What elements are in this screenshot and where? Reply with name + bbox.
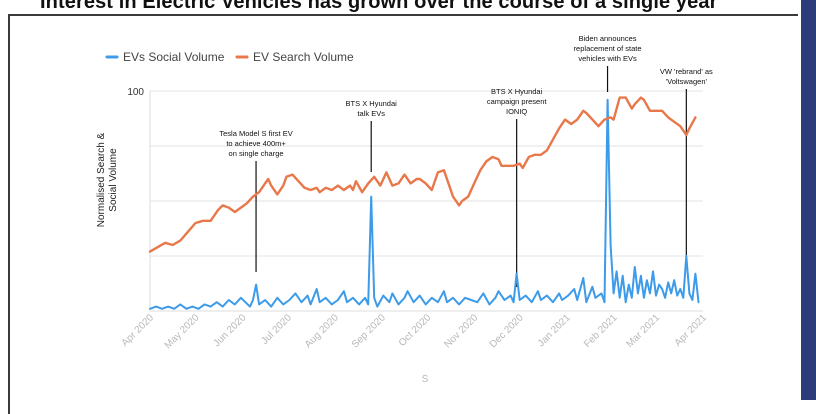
series-line-search-volume — [148, 96, 697, 253]
annotation-3-line-2: vehicles with EVs — [578, 54, 637, 63]
annotation-1-line-0: BTS X Hyundai — [346, 99, 398, 108]
x-tick-label-mar-2021: Mar 2021 — [625, 312, 663, 350]
annotation-0-line-0: Tesla Model S first EV — [219, 129, 292, 138]
x-tick-label-jun-2020: Jun 2020 — [212, 312, 249, 349]
annotation-1-line-1: talk EVs — [357, 109, 385, 118]
annotation-2-line-1: campaign present — [487, 97, 548, 106]
right-accent-band — [801, 0, 816, 400]
x-tick-label-apr-2020: Apr 2020 — [120, 312, 157, 349]
y-axis-label-line-0: Normalised Search & — [96, 132, 107, 227]
annotation-4-line-0: VW 'rebrand' as — [660, 67, 713, 76]
x-tick-label-feb-2021: Feb 2021 — [582, 312, 620, 350]
y-tick-label-100: 100 — [127, 87, 144, 98]
x-axis-title: S — [422, 374, 429, 385]
series-line-social-volume — [149, 98, 700, 310]
legend-label-1: EV Search Volume — [253, 50, 354, 64]
x-tick-label-aug-2020: Aug 2020 — [303, 312, 341, 350]
y-axis-label-line-1: Social Volume — [108, 148, 119, 212]
page-headline: Interest in Electric Vehicles has grown … — [40, 0, 718, 13]
x-tick-label-nov-2020: Nov 2020 — [442, 312, 480, 350]
annotation-2-line-0: BTS X Hyundai — [491, 87, 543, 96]
x-tick-label-sep-2020: Sep 2020 — [350, 312, 388, 350]
x-tick-label-jul-2020: Jul 2020 — [259, 312, 294, 347]
slide-frame — [8, 14, 798, 414]
annotation-0-line-2: on single charge — [229, 149, 284, 158]
chart-card — [90, 24, 740, 400]
annotation-2-line-2: IONIQ — [506, 107, 527, 116]
annotation-3-line-0: Biden announces — [579, 34, 637, 43]
annotation-4-line-1: 'Voltswagen' — [666, 77, 708, 86]
x-tick-label-may-2020: May 2020 — [163, 312, 202, 351]
x-tick-label-dec-2020: Dec 2020 — [488, 312, 526, 350]
annotation-0-line-1: to achieve 400m+ — [226, 139, 286, 148]
legend-label-0: EVs Social Volume — [123, 50, 225, 64]
ev-interest-chart: 100 Normalised Search & Social Volume Apr 2… — [96, 34, 713, 385]
x-tick-label-jan-2021: Jan 2021 — [536, 312, 573, 349]
x-tick-label-oct-2020: Oct 2020 — [397, 312, 434, 349]
x-tick-label-apr-2021: Apr 2021 — [673, 312, 710, 349]
annotation-3-line-1: replacement of state — [574, 44, 642, 53]
